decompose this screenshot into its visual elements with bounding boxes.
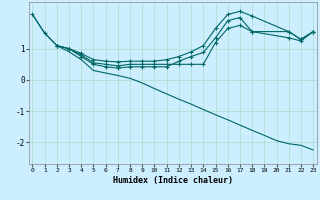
X-axis label: Humidex (Indice chaleur): Humidex (Indice chaleur) [113,176,233,185]
